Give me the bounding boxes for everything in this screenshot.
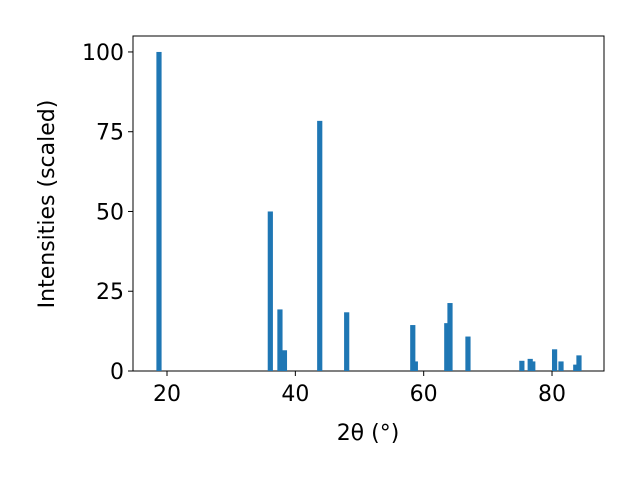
y-axis-label: Intensities (scaled)	[35, 100, 60, 309]
bar	[519, 360, 525, 371]
bar	[573, 364, 579, 371]
bar	[317, 120, 323, 371]
bar	[530, 361, 536, 371]
bar	[576, 355, 582, 371]
bar	[551, 349, 558, 371]
bar	[344, 312, 350, 371]
bar	[267, 211, 273, 371]
x-tick-label: 60	[410, 382, 438, 407]
bar	[277, 309, 283, 371]
axes-frame	[132, 35, 605, 372]
bar	[410, 325, 416, 371]
bar	[558, 361, 564, 371]
y-tick-label: 50	[96, 200, 124, 225]
bar	[447, 303, 453, 371]
bar	[444, 323, 450, 371]
bar	[465, 336, 471, 371]
y-tick-label: 100	[82, 41, 124, 66]
bar	[156, 51, 162, 371]
x-tick-label: 20	[153, 382, 181, 407]
bar	[281, 350, 288, 371]
x-tick-label: 80	[538, 382, 566, 407]
y-tick-label: 25	[96, 280, 124, 305]
y-tick-label: 0	[110, 360, 124, 385]
x-axis-label: 2θ (°)	[337, 421, 400, 446]
y-tick-label: 75	[96, 121, 124, 146]
bar	[412, 361, 418, 371]
x-tick-label: 40	[281, 382, 309, 407]
